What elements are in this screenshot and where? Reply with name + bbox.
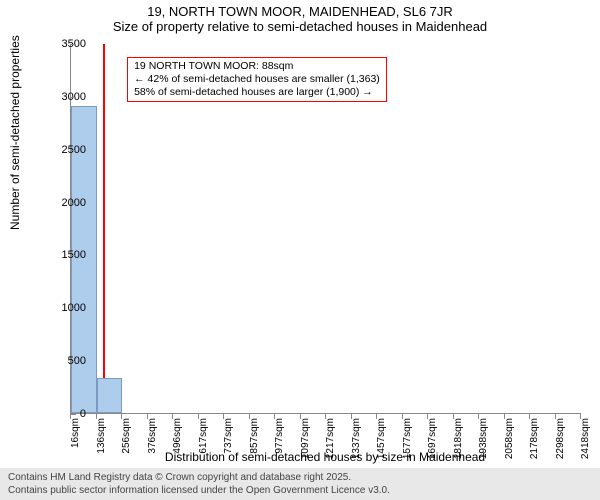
- x-tick-label: 16sqm: [70, 418, 81, 478]
- y-tick-mark: [70, 255, 76, 256]
- x-tick-label: 1577sqm: [402, 418, 413, 478]
- chart-container: 19, NORTH TOWN MOOR, MAIDENHEAD, SL6 7JR…: [0, 0, 600, 500]
- x-tick-label: 617sqm: [198, 418, 209, 478]
- x-tick-label: 1697sqm: [427, 418, 438, 478]
- x-tick-label: 1457sqm: [376, 418, 387, 478]
- x-tick-label: 1217sqm: [325, 418, 336, 478]
- x-tick-label: 376sqm: [147, 418, 158, 478]
- x-tick-label: 1938sqm: [478, 418, 489, 478]
- y-tick-mark: [70, 308, 76, 309]
- annotation-line1: 19 NORTH TOWN MOOR: 88sqm: [134, 60, 380, 73]
- x-tick-label: 2418sqm: [580, 418, 591, 478]
- x-tick-label: 2058sqm: [504, 418, 515, 478]
- x-tick-label: 977sqm: [274, 418, 285, 478]
- titles-block: 19, NORTH TOWN MOOR, MAIDENHEAD, SL6 7JR…: [0, 0, 600, 34]
- x-tick-label: 496sqm: [172, 418, 183, 478]
- y-tick-mark: [70, 150, 76, 151]
- x-tick-label: 136sqm: [96, 418, 107, 478]
- x-tick-label: 737sqm: [223, 418, 234, 478]
- address-title: 19, NORTH TOWN MOOR, MAIDENHEAD, SL6 7JR: [0, 4, 600, 19]
- y-tick-mark: [70, 203, 76, 204]
- x-tick-label: 1097sqm: [300, 418, 311, 478]
- x-tick-label: 1818sqm: [453, 418, 464, 478]
- x-tick-label: 256sqm: [121, 418, 132, 478]
- histogram-bar: [97, 378, 123, 413]
- footer-line2: Contains public sector information licen…: [8, 484, 592, 497]
- x-tick-label: 1337sqm: [351, 418, 362, 478]
- property-marker-line: [103, 44, 105, 413]
- y-axis-label: Number of semi-detached properties: [8, 35, 22, 230]
- subtitle: Size of property relative to semi-detach…: [0, 19, 600, 34]
- annotation-line3: 58% of semi-detached houses are larger (…: [134, 86, 380, 99]
- y-tick-mark: [70, 97, 76, 98]
- x-tick-label: 2178sqm: [529, 418, 540, 478]
- x-tick-label: 857sqm: [249, 418, 260, 478]
- y-tick-mark: [70, 361, 76, 362]
- y-tick-mark: [70, 44, 76, 45]
- x-tick-label: 2298sqm: [555, 418, 566, 478]
- annotation-box: 19 NORTH TOWN MOOR: 88sqm ← 42% of semi-…: [127, 57, 387, 102]
- annotation-line2: ← 42% of semi-detached houses are smalle…: [134, 73, 380, 86]
- plot-area: 19 NORTH TOWN MOOR: 88sqm ← 42% of semi-…: [70, 44, 580, 414]
